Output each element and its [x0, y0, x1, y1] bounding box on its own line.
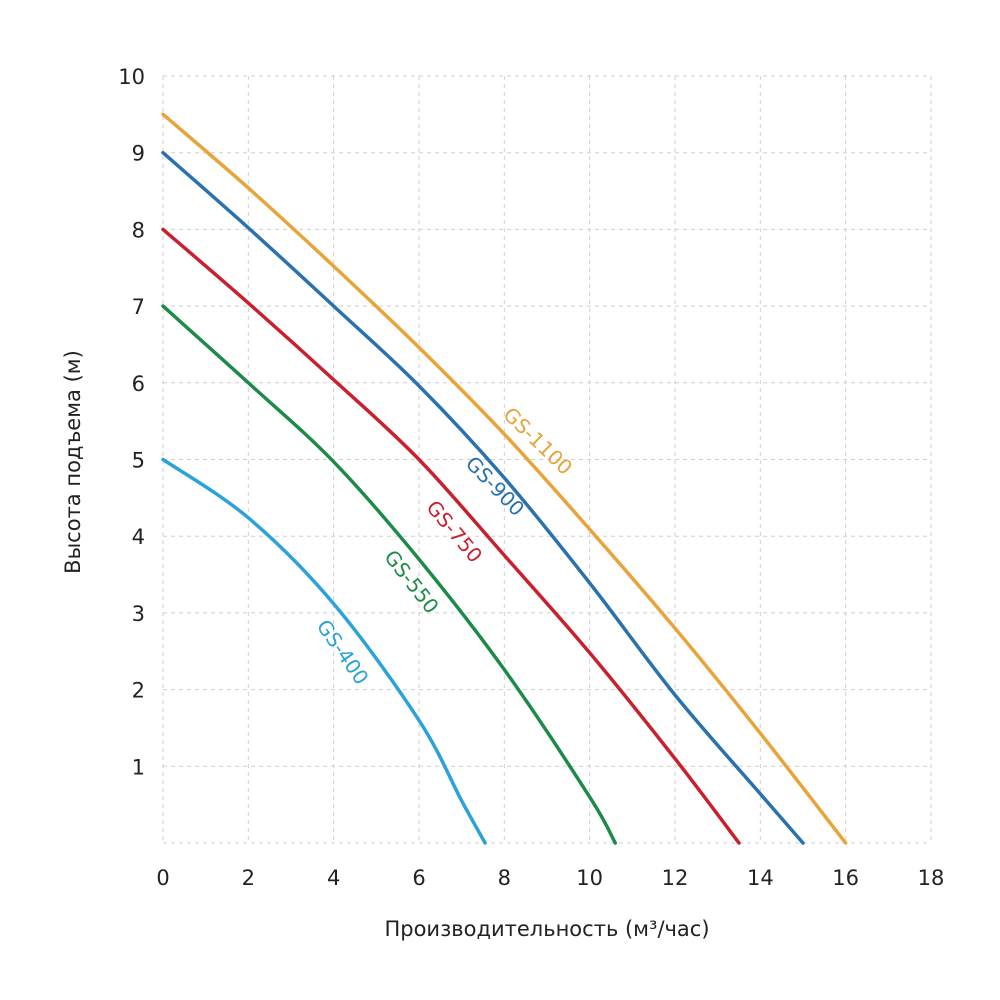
y-tick-label: 4	[132, 525, 145, 549]
y-tick-labels: 1 2 3 4 5 6 7 8 9 10	[118, 65, 145, 779]
y-axis-title: Высота подъема (м)	[61, 350, 85, 574]
curves	[161, 112, 848, 845]
x-tick-label: 2	[242, 866, 255, 890]
x-tick-label: 14	[747, 866, 774, 890]
x-tick-label: 16	[832, 866, 859, 890]
x-tick-label: 10	[576, 866, 603, 890]
series-line-gs-1100	[161, 112, 848, 845]
x-tick-label: 18	[918, 866, 945, 890]
x-axis-title: Производительность (м³/час)	[384, 917, 709, 941]
x-tick-label: 12	[662, 866, 689, 890]
x-tick-label: 8	[498, 866, 511, 890]
curve-label-gs-400: GS-400	[312, 615, 374, 689]
x-tick-label: 6	[412, 866, 425, 890]
y-tick-label: 2	[132, 679, 145, 703]
x-tick-label: 0	[156, 866, 169, 890]
series-line-gs-550	[161, 304, 618, 845]
x-tick-label: 4	[327, 866, 340, 890]
series-line-gs-750	[161, 227, 741, 845]
y-tick-label: 5	[132, 449, 145, 473]
y-tick-label: 10	[118, 65, 145, 89]
series-line-gs-400	[161, 457, 487, 845]
curve-label-gs-550: GS-550	[379, 545, 443, 618]
series-line-gs-900	[161, 150, 805, 845]
curve-label-gs-900: GS-900	[461, 451, 529, 521]
x-tick-labels: 0 2 4 6 8 10 12 14 16 18	[156, 866, 944, 890]
y-tick-label: 3	[132, 602, 145, 626]
y-tick-label: 8	[132, 218, 145, 242]
grid	[162, 75, 932, 844]
y-tick-label: 6	[132, 372, 145, 396]
curve-label-gs-750: GS-750	[422, 496, 488, 568]
y-tick-label: 9	[132, 142, 145, 166]
y-tick-label: 1	[132, 755, 145, 779]
y-tick-label: 7	[132, 295, 145, 319]
